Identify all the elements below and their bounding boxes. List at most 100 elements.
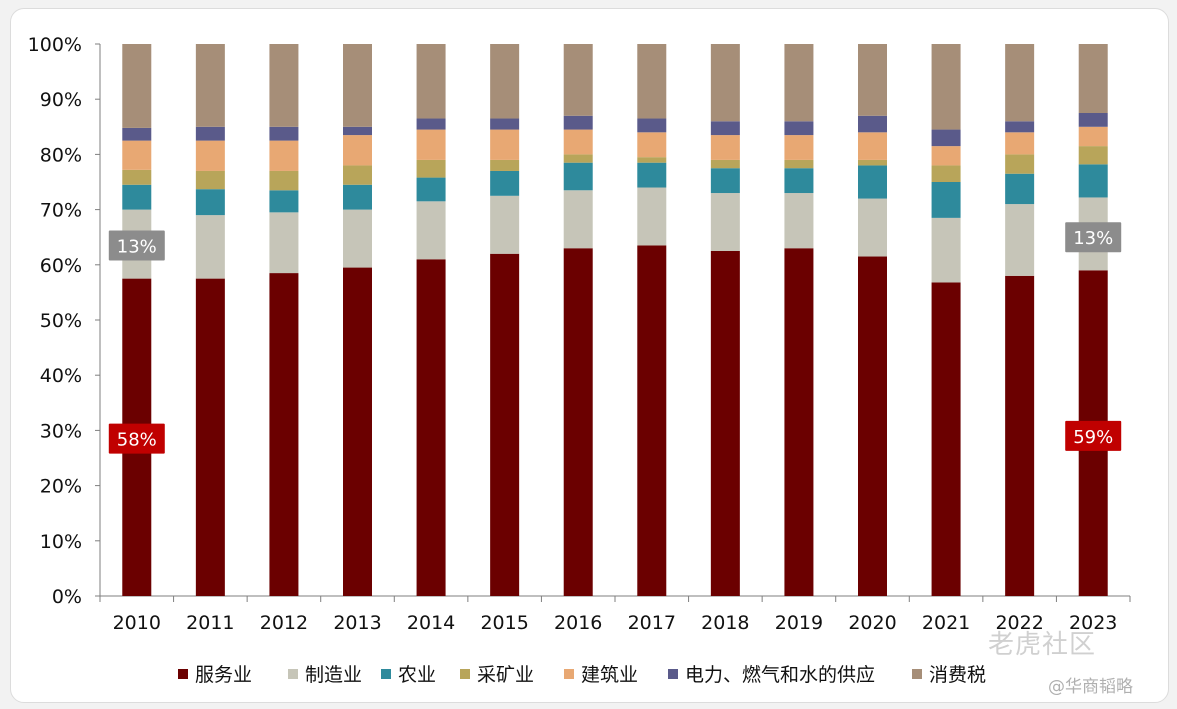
legend-label: 农业 <box>398 664 436 686</box>
bar-segment <box>858 115 887 133</box>
bar-segment <box>931 165 961 182</box>
legend-swatch <box>564 669 574 679</box>
bar-segment <box>490 44 520 119</box>
bar-segment <box>416 159 446 178</box>
bar-segment <box>269 212 299 274</box>
bar-segment <box>490 129 520 160</box>
legend-label: 电力、燃气和水的供应 <box>685 664 875 686</box>
bar-segment <box>490 159 520 171</box>
bar-segment <box>1078 44 1108 113</box>
x-tick-label: 2016 <box>554 612 602 634</box>
legend-swatch <box>668 669 678 679</box>
bar-segment <box>1005 204 1035 276</box>
legend-swatch <box>288 669 298 679</box>
bar-segment <box>122 44 152 128</box>
callout-label: 58% <box>117 430 157 451</box>
bar-segment <box>931 146 961 166</box>
bar-segment <box>269 273 299 596</box>
y-tick-label: 40% <box>40 365 82 387</box>
bar-segment <box>563 154 593 163</box>
bar-segment <box>195 170 225 190</box>
callout-label: 13% <box>1073 228 1113 249</box>
bar-segment <box>343 135 372 166</box>
bar-segment <box>343 209 372 268</box>
bar-segment <box>490 118 520 130</box>
bar-segment <box>343 267 372 596</box>
bar-segment <box>269 126 299 141</box>
bar-segment <box>784 168 814 194</box>
bar-segment <box>637 118 667 133</box>
bar-segment <box>195 215 225 279</box>
bar-segment <box>416 129 446 160</box>
bar-segment <box>269 140 299 171</box>
bar-segment <box>490 195 520 254</box>
callout-box <box>1065 420 1122 451</box>
x-tick-label: 2015 <box>480 612 528 634</box>
bar-segment <box>637 187 667 246</box>
x-tick-label: 2019 <box>775 612 823 634</box>
bar-segment <box>931 182 961 218</box>
bar-segment <box>858 165 887 199</box>
bar-segment <box>1078 113 1108 127</box>
bar-segment <box>1005 173 1035 205</box>
y-tick-label: 50% <box>40 310 82 332</box>
bar-segment <box>563 248 593 597</box>
bar-segment <box>269 190 299 213</box>
y-tick-label: 70% <box>40 200 82 222</box>
bar-segment <box>784 248 814 597</box>
bar-segment <box>710 135 740 160</box>
bar-segment <box>931 282 961 596</box>
bar-segment <box>195 189 225 216</box>
y-tick-label: 60% <box>40 255 82 277</box>
bar-segment <box>1078 126 1108 147</box>
y-tick-label: 10% <box>40 531 82 553</box>
bar-segment <box>563 44 593 116</box>
x-tick-label: 2023 <box>1069 612 1117 634</box>
bar-segment <box>122 184 152 210</box>
bar-segment <box>637 162 667 188</box>
callout-label: 59% <box>1073 427 1113 448</box>
bar-segment <box>637 132 667 158</box>
bar-segment <box>490 170 520 196</box>
callout-box <box>108 230 165 261</box>
bar-segment <box>195 140 225 171</box>
x-tick-label: 2014 <box>407 612 455 634</box>
legend-swatch <box>460 669 470 679</box>
bar-segment <box>343 126 372 136</box>
bar-segment <box>195 126 225 141</box>
bar-segment <box>122 127 152 141</box>
bar-segment <box>858 159 887 166</box>
bar-segment <box>710 121 740 136</box>
bar-segment <box>122 169 152 185</box>
bar-segment <box>1005 44 1035 122</box>
legend-label: 采矿业 <box>477 664 534 686</box>
y-tick-label: 100% <box>28 34 82 56</box>
bar-segment <box>637 157 667 163</box>
y-tick-label: 20% <box>40 476 82 498</box>
bar-segment <box>858 132 887 160</box>
bar-segment <box>269 44 299 127</box>
bar-segment <box>637 245 667 597</box>
bar-segment <box>784 135 814 160</box>
callout-box <box>108 423 165 454</box>
x-tick-label: 2013 <box>333 612 381 634</box>
watermark-main: 老虎社区 <box>988 630 1097 660</box>
bar-segment <box>269 170 299 191</box>
callout-label: 13% <box>117 236 157 257</box>
bar-segment <box>931 44 961 130</box>
bar-segment <box>1078 164 1108 198</box>
bar-segment <box>784 44 814 122</box>
y-tick-label: 0% <box>52 586 82 608</box>
y-tick-label: 80% <box>40 144 82 166</box>
legend-label: 服务业 <box>195 664 252 686</box>
bar-segment <box>710 168 740 194</box>
bar-segment <box>343 165 372 185</box>
bar-segment <box>784 159 814 169</box>
bar-segment <box>710 44 740 122</box>
legend-swatch <box>912 669 922 679</box>
bar-segment <box>931 129 961 147</box>
bar-segment <box>416 44 446 119</box>
bar-segment <box>931 217 961 283</box>
y-tick-label: 30% <box>40 420 82 442</box>
